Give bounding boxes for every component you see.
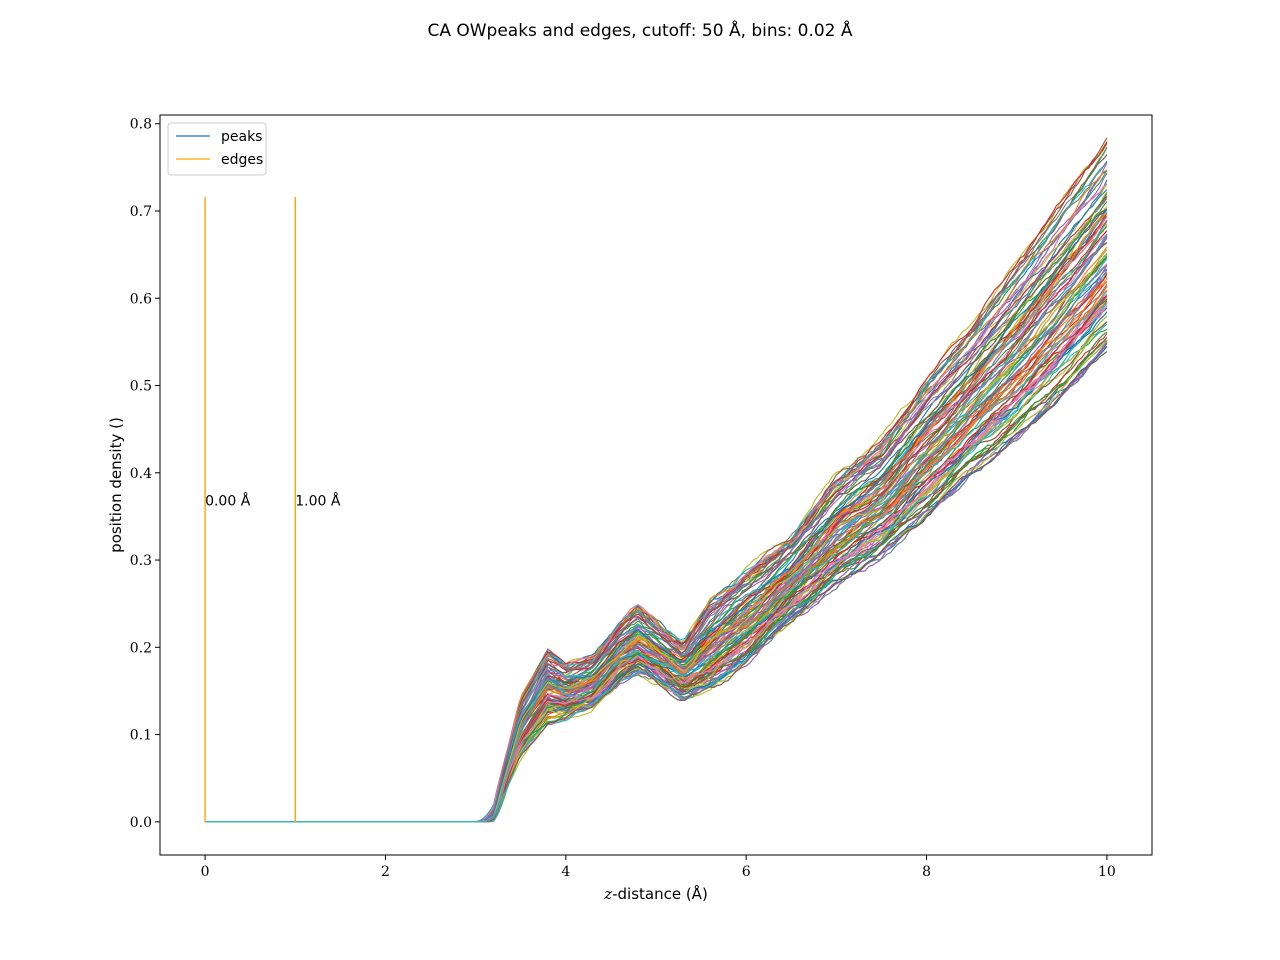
y-tick-label: 0.8 xyxy=(130,117,152,133)
y-tick-label: 0.5 xyxy=(130,379,152,395)
edge-label: 0.00 Å xyxy=(205,493,251,510)
x-tick-label: 2 xyxy=(381,864,390,880)
y-axis-label: position density () xyxy=(107,417,125,553)
y-tick-label: 0.6 xyxy=(130,291,152,307)
x-tick-label: 0 xyxy=(201,864,210,880)
x-tick-label: 10 xyxy=(1098,864,1116,880)
chart-title: CA OWpeaks and edges, cutoff: 50 Å, bins… xyxy=(427,19,852,41)
x-tick-label: 6 xyxy=(742,864,751,880)
x-tick-label: 4 xyxy=(561,864,570,880)
legend-label-peaks: peaks xyxy=(221,129,262,145)
x-tick-label: 8 xyxy=(922,864,931,880)
edges-layer: 0.00 Å 1.00 Å xyxy=(204,197,341,822)
y-tick-label: 0.2 xyxy=(130,640,152,656)
y-tick-label: 0.3 xyxy=(130,553,152,569)
x-axis-label: z-distance (Å) xyxy=(603,884,708,903)
x-axis: 0 2 4 6 8 10 xyxy=(201,855,1116,880)
axes-frame xyxy=(159,114,1153,856)
x-axis-label-variable: z xyxy=(603,885,612,903)
x-axis-label-text: -distance (Å) xyxy=(612,884,708,903)
y-tick-label: 0.4 xyxy=(130,466,152,482)
y-tick-label: 0.7 xyxy=(130,204,152,220)
series-layer xyxy=(205,137,1108,823)
legend-label-edges: edges xyxy=(221,152,263,168)
y-tick-label: 0.1 xyxy=(130,728,152,744)
peaks-series-line xyxy=(205,290,1108,823)
legend: peaks edges xyxy=(167,122,267,176)
edge-label: 1.00 Å xyxy=(295,493,341,510)
y-tick-label: 0.0 xyxy=(130,815,152,831)
y-axis: 0.0 0.1 0.2 0.3 0.4 0.5 0.6 0.7 0.8 xyxy=(130,117,160,831)
plot-area: 0.00 Å 1.00 Å xyxy=(159,114,1153,856)
